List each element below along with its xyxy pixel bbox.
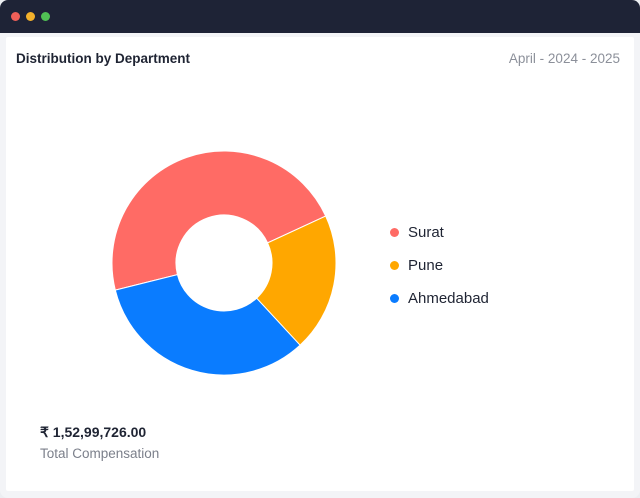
donut-chart	[111, 150, 337, 376]
total-compensation-label: Total Compensation	[40, 446, 160, 461]
minimize-window-button[interactable]	[26, 12, 35, 21]
donut-slice-ahmedabad[interactable]	[114, 274, 301, 376]
total-compensation-value: ₹ 1,52,99,726.00	[40, 424, 147, 440]
legend-item-surat[interactable]: Surat	[390, 216, 489, 249]
donut-slice-pune[interactable]	[255, 215, 337, 346]
legend-label: Ahmedabad	[408, 290, 489, 307]
card-title: Distribution by Department	[16, 51, 191, 66]
title-bar	[0, 0, 640, 33]
donut-slice-surat[interactable]	[111, 150, 327, 291]
legend-swatch	[390, 228, 399, 237]
legend-swatch	[390, 261, 399, 270]
legend-item-pune[interactable]: Pune	[390, 249, 489, 282]
legend-item-ahmedabad[interactable]: Ahmedabad	[390, 282, 489, 315]
legend-label: Pune	[408, 257, 444, 274]
legend-swatch	[390, 294, 399, 303]
chart-legend: Surat Pune Ahmedabad	[390, 216, 489, 315]
period-label: April - 2024 - 2025	[508, 51, 620, 66]
distribution-card: Distribution by Department April - 2024 …	[6, 37, 634, 491]
close-window-button[interactable]	[11, 12, 20, 21]
maximize-window-button[interactable]	[41, 12, 50, 21]
legend-label: Surat	[408, 224, 444, 241]
